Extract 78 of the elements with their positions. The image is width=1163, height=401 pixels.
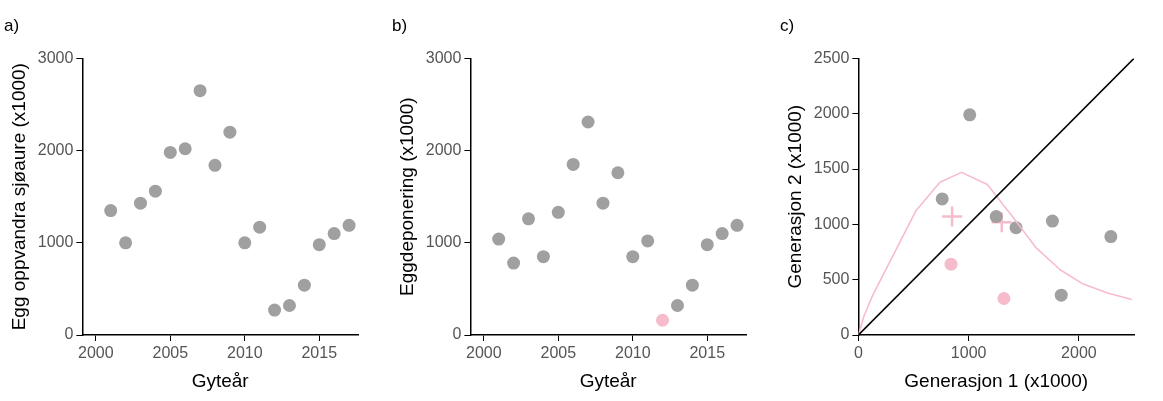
x-axis-title: Gyteår [579,369,638,391]
point [670,299,684,312]
point [685,278,699,292]
point [1045,214,1059,228]
point [626,250,640,264]
x-tick-label: 2015 [689,344,726,362]
point [656,313,670,327]
point [566,157,580,171]
y-axis-title: Generasjon 2 (x1000) [783,104,805,289]
point [223,125,237,139]
point [581,115,595,129]
point [963,108,977,122]
point [327,227,341,241]
y-axis-title: Egg oppvandra sjøaure (x1000) [7,63,29,331]
point [342,218,356,232]
point [989,210,1003,224]
point [1104,230,1118,244]
y-tick-label: 2500 [813,48,850,66]
point [208,158,222,172]
point [551,205,565,219]
y-axis-title: Eggdeponering (x1000) [395,97,417,296]
point [134,196,147,210]
point [119,236,133,250]
y-tick-label: 1000 [37,233,74,251]
x-tick-label: 2005 [152,344,189,362]
y-tick-label: 2000 [37,141,74,159]
point [492,232,506,246]
x-tick-label: 2005 [540,344,577,362]
point [641,234,655,248]
x-tick-label: 2000 [466,344,502,362]
point [596,196,610,210]
x-tick-label: 1000 [950,344,987,362]
x-tick-label: 2010 [226,344,263,362]
y-tick-label: 2000 [425,141,462,159]
y-tick-label: 3000 [425,48,462,66]
chart-title: a) [4,15,20,35]
point [536,250,550,264]
point [611,166,625,180]
x-axis-title: Gyteår [191,369,250,391]
y-tick-label: 1000 [813,214,850,232]
point [715,227,729,241]
point [297,278,311,292]
point [268,303,282,317]
point [253,220,267,234]
y-tick-label: 500 [822,270,850,288]
x-tick-label: 0 [853,344,863,362]
y-tick-label: 2000 [813,104,850,122]
point [312,238,326,252]
x-tick-label: 2010 [614,344,651,362]
point [700,238,714,252]
y-tick-label: 1000 [425,233,462,251]
chart-title: b) [392,15,408,35]
point [163,145,177,159]
point [178,142,192,156]
point [944,257,958,271]
y-tick-label: 3000 [37,48,74,66]
point [238,236,252,250]
y-tick-label: 0 [452,325,462,343]
point [148,184,162,198]
point [522,212,535,226]
point [730,218,744,232]
y-tick-label: 1500 [813,159,850,177]
chart-title: c) [780,15,795,35]
y-tick-label: 0 [840,325,850,343]
point [104,204,118,218]
point [990,210,1013,234]
point [1054,288,1068,302]
point [997,291,1011,305]
x-axis-title: Generasjon 1 (x1000) [904,369,1089,391]
point [940,205,964,228]
point [282,299,296,312]
point [507,256,521,270]
x-tick-label: 2000 [78,344,114,362]
x-tick-label: 2015 [301,344,338,362]
point [193,84,207,98]
point [935,192,949,206]
x-tick-label: 2000 [1061,344,1097,362]
y-tick-label: 0 [64,325,74,343]
